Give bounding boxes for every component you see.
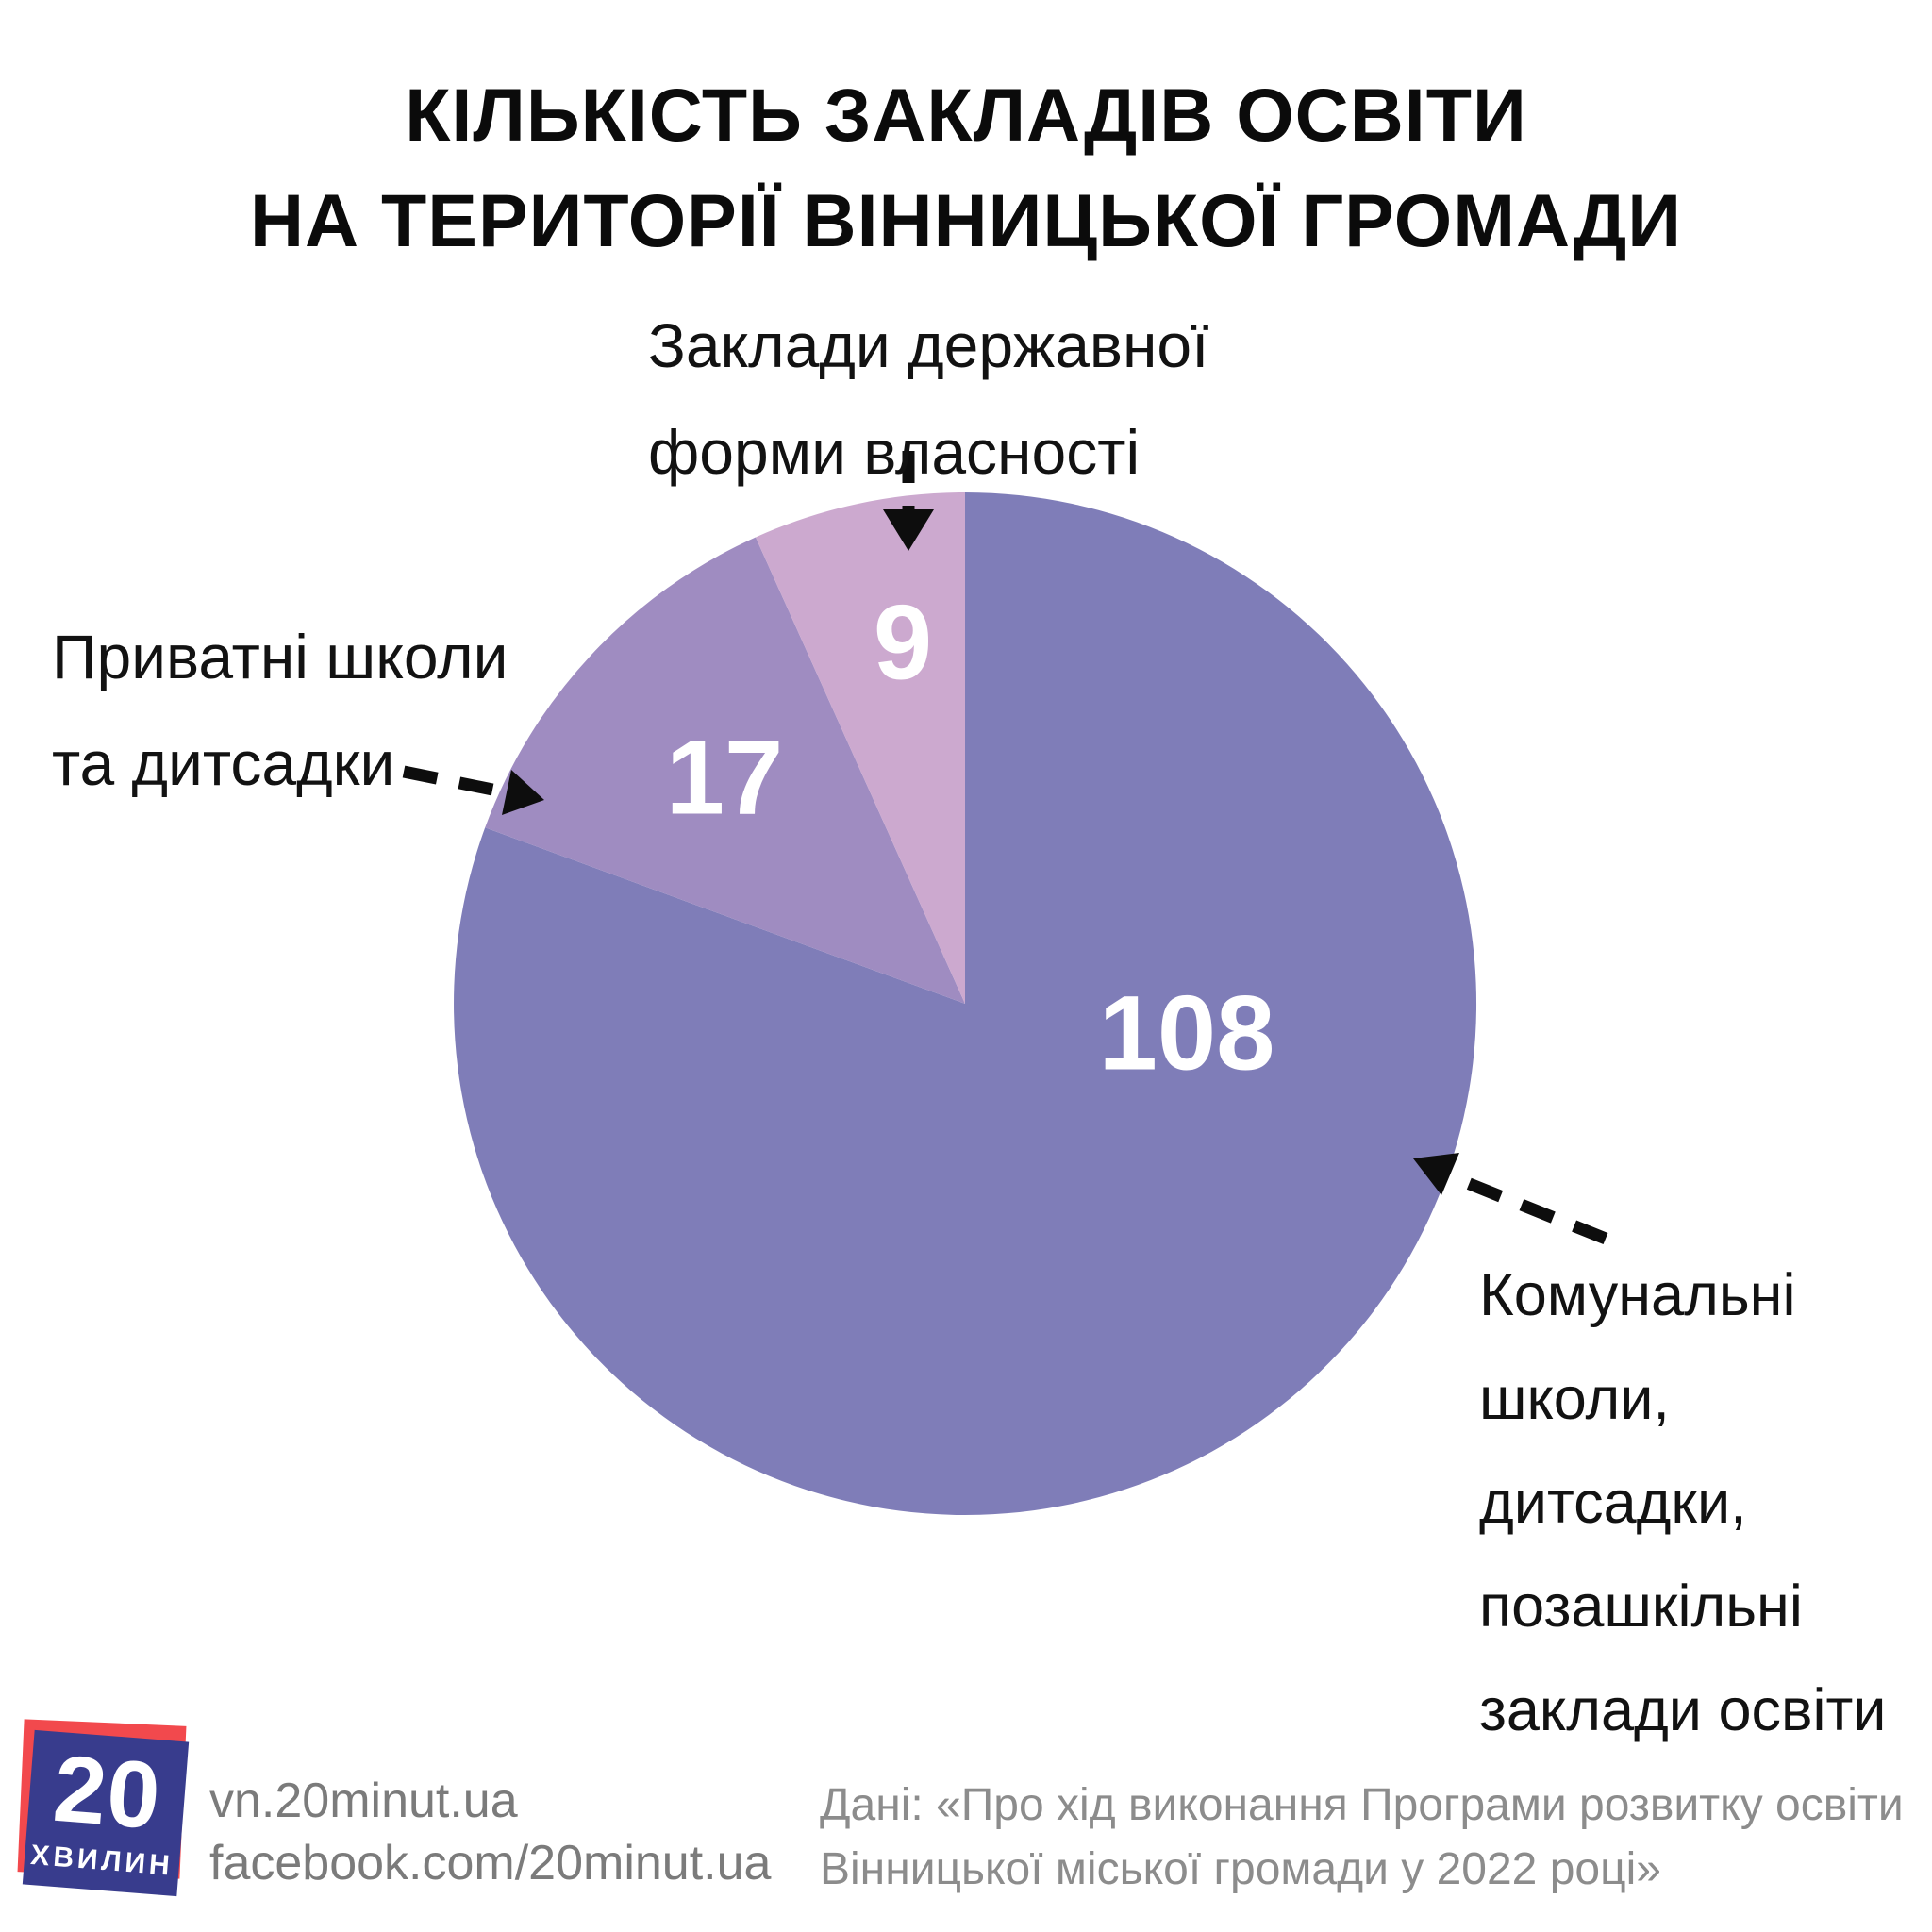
arrow-communal-line <box>1457 1174 1608 1245</box>
label-private-slice: Приватні школи та дитсадки <box>52 622 508 798</box>
arrow-private-line <box>402 765 508 799</box>
data-source-note: Дані: «Про хід виконання Програми розвит… <box>820 1780 1904 1894</box>
pie-slice-private <box>485 537 965 1004</box>
label-communal-slice: Комунальні школи, дитсадки, позашкільні … <box>1479 1262 1887 1743</box>
pie-slices-group <box>454 492 1477 1516</box>
arrow-communal-head-icon <box>1413 1153 1459 1195</box>
label-state-slice: Заклади державної форми власності <box>648 310 1209 487</box>
logo-number: 20 <box>49 1735 165 1850</box>
pie-value-labels-group: 108 17 9 <box>666 584 1275 1092</box>
arrow-private-slice <box>402 765 544 815</box>
20minut-logo: 20 хвилин <box>17 1719 190 1897</box>
logo-blue-square: 20 хвилин <box>22 1729 190 1897</box>
arrow-state-head-icon <box>883 509 934 551</box>
pie-value-state: 9 <box>874 584 932 702</box>
pie-value-private: 17 <box>666 719 784 837</box>
pie-value-communal: 108 <box>1099 974 1275 1092</box>
arrow-communal-slice <box>1413 1153 1608 1245</box>
arrow-private-head-icon <box>502 770 544 815</box>
footer-links[interactable]: vn.20minut.ua facebook.com/20minut.ua <box>209 1774 772 1890</box>
page-title-line1: КІЛЬКІСТЬ ЗАКЛАДІВ ОСВІТИ <box>405 73 1527 157</box>
pie-slice-state <box>756 492 965 1004</box>
pie-slice-communal <box>454 492 1477 1516</box>
page-title: КІЛЬКІСТЬ ЗАКЛАДІВ ОСВІТИ НА ТЕРИТОРІЇ В… <box>0 62 1932 274</box>
page-title-line2: НА ТЕРИТОРІЇ ВІННИЦЬКОЇ ГРОМАДИ <box>249 178 1683 262</box>
arrow-state-slice <box>883 451 934 551</box>
